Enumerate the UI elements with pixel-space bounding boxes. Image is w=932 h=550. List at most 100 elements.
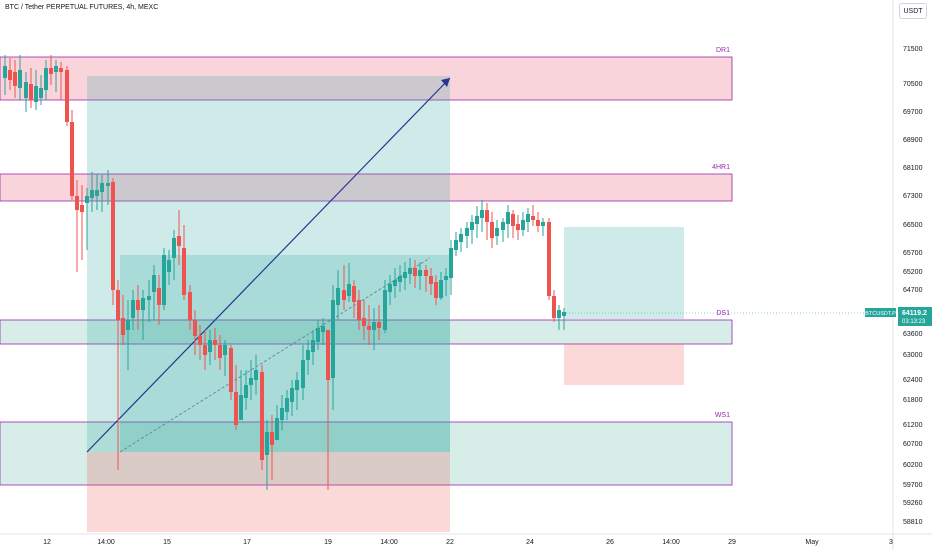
candle-body — [377, 322, 381, 328]
candle-body — [213, 340, 217, 345]
candle-body — [336, 288, 340, 305]
x-tick: 29 — [728, 539, 736, 546]
y-tick: 62400 — [903, 377, 923, 384]
candle-body — [152, 275, 156, 292]
x-tick: May — [805, 539, 819, 546]
candle-body — [526, 214, 530, 222]
candle-body — [372, 322, 376, 330]
y-tick: 67300 — [903, 193, 923, 200]
candle-body — [459, 234, 463, 242]
candle-body — [562, 312, 566, 316]
candle-body — [229, 348, 233, 392]
symbol-tag: BTCUSDT.P — [865, 311, 896, 317]
price-axis[interactable]: 71500 70500 69700 68900 68100 67300 6650… — [903, 46, 923, 526]
candle-body — [465, 228, 469, 236]
candle-body — [326, 330, 330, 380]
candle-body — [311, 340, 315, 352]
candle-body — [29, 84, 33, 100]
candle-body — [408, 268, 412, 274]
candle-body — [367, 326, 371, 330]
entry-path-dashed — [119, 257, 431, 453]
candle-body — [18, 70, 22, 88]
profit-zone-right — [564, 227, 684, 319]
projection-arrow-icon — [441, 78, 450, 87]
candle-body — [126, 320, 130, 330]
zone-label-dr1: DR1 — [716, 47, 730, 54]
candle-body — [383, 290, 387, 330]
candle-body — [270, 432, 274, 445]
candle-body — [3, 66, 7, 78]
zone-4hr1 — [0, 173, 733, 202]
candle-body — [54, 66, 58, 72]
candle-body — [557, 310, 561, 318]
candle-body — [203, 345, 207, 355]
x-tick: 15 — [163, 539, 171, 546]
candle-body — [275, 418, 279, 440]
y-tick: 70500 — [903, 81, 923, 88]
y-tick: 59700 — [903, 482, 923, 489]
candle-body — [516, 224, 520, 230]
candle-body — [357, 300, 361, 320]
candle-body — [485, 210, 489, 222]
candle-body — [388, 284, 392, 292]
candle-body — [480, 210, 484, 218]
y-tick: 60200 — [903, 462, 923, 469]
candle-body — [536, 220, 540, 226]
candle-body — [511, 214, 515, 226]
candle-body — [49, 68, 53, 74]
y-tick: 68100 — [903, 165, 923, 172]
long-position-left[interactable] — [86, 76, 451, 532]
candle-body — [239, 395, 243, 420]
candle-body — [111, 182, 115, 290]
candles-layer — [3, 55, 566, 490]
chart-title: BTC / Tether PERPETUAL FUTURES, 4h, MEXC — [5, 4, 159, 11]
candle-body — [541, 222, 545, 226]
candle-body — [218, 345, 222, 358]
y-tick: 66500 — [903, 222, 923, 229]
candle-body — [116, 290, 120, 320]
candle-body — [182, 248, 186, 295]
candle-body — [321, 326, 325, 332]
long-position-right[interactable] — [564, 227, 684, 385]
candle-body — [495, 228, 499, 236]
candle-body — [172, 238, 176, 258]
candle-body — [424, 270, 428, 276]
x-tick: 26 — [606, 539, 614, 546]
candle-body — [454, 240, 458, 250]
candle-body — [157, 288, 161, 305]
x-tick: 17 — [243, 539, 251, 546]
candle-body — [234, 392, 238, 425]
candle-body — [80, 205, 84, 212]
zone-label-4hr1: 4HR1 — [712, 164, 730, 171]
y-tick: 69700 — [903, 109, 923, 116]
y-tick: 64700 — [903, 287, 923, 294]
zone-ws1 — [0, 421, 733, 486]
candle-body — [439, 280, 443, 298]
candle-body — [280, 408, 284, 420]
candle-body — [177, 236, 181, 246]
y-tick: 65700 — [903, 250, 923, 257]
y-tick: 59260 — [903, 500, 923, 507]
candle-body — [449, 248, 453, 278]
candle-body — [162, 255, 166, 305]
x-tick: 14:00 — [380, 539, 398, 546]
x-tick: 19 — [324, 539, 332, 546]
candle-body — [70, 122, 74, 196]
candle-body — [167, 260, 171, 272]
x-tick: 3 — [889, 539, 893, 546]
candle-body — [547, 222, 551, 296]
candle-body — [306, 350, 310, 360]
candle-body — [418, 270, 422, 276]
candle-body — [285, 398, 289, 412]
candle-body — [398, 276, 402, 282]
candle-body — [249, 378, 253, 385]
candle-body — [342, 290, 346, 300]
current-price-tag[interactable]: BTCUSDT.P 64119.2 03:13:23 — [865, 307, 932, 326]
projection-line — [86, 77, 451, 453]
currency-button[interactable]: USDT — [899, 3, 927, 19]
time-axis[interactable]: 12 14:00 15 17 19 14:00 22 24 26 14:00 2… — [43, 539, 893, 546]
symbol-tag-bg — [865, 308, 896, 317]
candle-body — [444, 276, 448, 280]
